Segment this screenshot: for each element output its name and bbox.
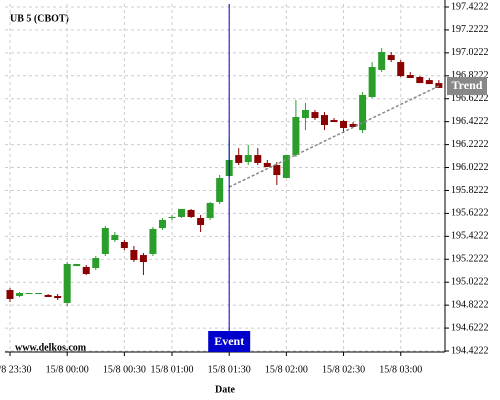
candle-body	[54, 295, 62, 299]
y-tick-label: 195.0222	[451, 276, 489, 287]
candle-body	[16, 293, 24, 296]
candle-body	[273, 165, 281, 176]
candle-body	[292, 116, 300, 156]
candle-body	[216, 177, 224, 202]
candle-body	[311, 112, 319, 119]
candle-body	[330, 119, 338, 123]
candle-body	[168, 216, 176, 219]
candle-body	[282, 155, 290, 178]
candle-body	[92, 258, 100, 269]
y-tick-label: 196.2222	[451, 139, 489, 150]
y-tick-label: 196.6222	[451, 93, 489, 104]
candle-body	[397, 62, 405, 77]
y-tick-label: 196.0222	[451, 162, 489, 173]
candle-body	[406, 75, 414, 79]
y-tick-label: 197.0222	[451, 47, 489, 58]
candle-body	[349, 123, 357, 127]
trend-label-box	[447, 77, 487, 96]
trend-label: Trend	[452, 78, 483, 92]
candle-body	[301, 109, 309, 119]
y-tick-label: 197.4222	[451, 1, 489, 12]
candle-body	[73, 263, 81, 267]
candle-body	[416, 76, 424, 84]
x-tick-label: 15/8 01:00	[150, 364, 193, 375]
candle-body	[158, 219, 166, 228]
chart-title: UB 5 (CBOT)	[10, 13, 69, 24]
candle-body	[359, 94, 367, 131]
y-tick-label: 194.8222	[451, 299, 489, 310]
candle-body	[368, 66, 376, 98]
y-tick-label: 194.4222	[451, 345, 489, 356]
candle-body	[63, 263, 71, 303]
candle-body	[254, 155, 262, 163]
x-tick-label: 15/8 00:00	[46, 364, 89, 375]
candle-body	[206, 202, 214, 219]
event-label: Event	[214, 334, 244, 348]
y-tick-label: 195.2222	[451, 254, 489, 265]
candle-body	[244, 155, 252, 163]
x-tick-label: 15/8 23:30	[0, 364, 32, 375]
watermark: www.delkos.com	[15, 342, 87, 353]
candle-body	[235, 155, 243, 163]
x-tick-label: 15/8 02:00	[265, 364, 308, 375]
candle-body	[101, 227, 109, 255]
candle-body	[197, 218, 205, 226]
candle-body	[44, 294, 52, 298]
candle-body	[120, 241, 128, 249]
x-tick-label: 15/8 02:30	[322, 364, 365, 375]
y-tick-label: 196.4222	[451, 116, 489, 127]
trend-line	[228, 85, 440, 188]
candle-body	[130, 250, 138, 260]
y-tick-label: 197.2222	[451, 24, 489, 35]
x-tick-label: 15/8 03:00	[379, 364, 422, 375]
candle-body	[320, 115, 328, 126]
candle-body	[35, 293, 43, 295]
candle-body	[149, 229, 157, 255]
y-tick-label: 196.8222	[451, 70, 489, 81]
candle-body	[25, 293, 33, 295]
candle-body	[139, 255, 147, 263]
event-label-box	[208, 331, 251, 352]
candle-body	[378, 51, 386, 70]
x-tick-label: 15/8 01:30	[208, 364, 251, 375]
candle-body	[340, 121, 348, 128]
y-tick-label: 195.8222	[451, 185, 489, 196]
x-tick-label: 15/8 00:30	[103, 364, 146, 375]
candle-body	[387, 55, 395, 60]
candle-body	[425, 80, 433, 85]
x-axis-label: Date	[215, 384, 236, 395]
candle-body	[435, 83, 443, 88]
candle-body	[111, 234, 119, 241]
y-tick-label: 194.6222	[451, 322, 489, 333]
y-tick-label: 195.6222	[451, 208, 489, 219]
candle-body	[178, 208, 186, 217]
candle-body	[6, 290, 14, 299]
candle-body	[82, 266, 90, 274]
candle-body	[263, 162, 271, 167]
candle-body	[187, 209, 195, 217]
y-tick-label: 195.4222	[451, 231, 489, 242]
